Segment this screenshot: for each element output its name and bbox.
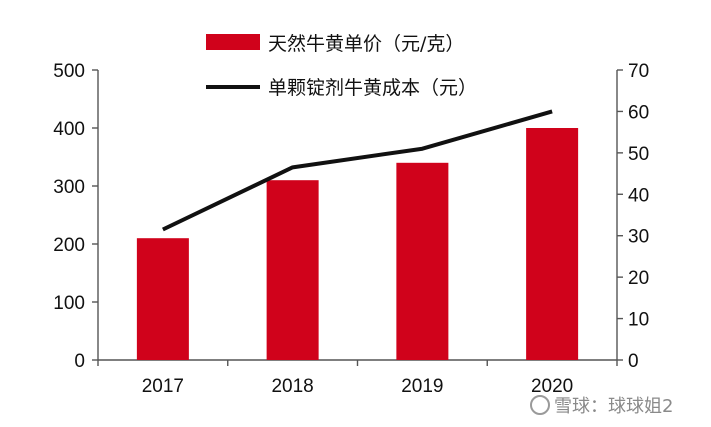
x-tick-label: 2017 [142,376,184,397]
right-tick-label: 30 [628,227,649,248]
right-tick-label: 50 [628,144,649,165]
bar-2018 [266,180,319,360]
legend-label-line-series: 单颗锭剂牛黄成本（元） [268,77,477,99]
right-tick-label: 10 [628,310,649,331]
tick-labels: 0 100 200 300 400 500 0 10 20 30 40 50 60 70 2017 2018 2… [53,61,649,397]
watermark-text: 雪球：球球姐2 [554,396,673,417]
x-tick-label: 2020 [531,376,573,397]
right-tick-label: 20 [628,268,649,289]
x-tick-label: 2018 [271,376,313,397]
watermark: 雪球：球球姐2 [530,395,673,417]
right-tick-label: 70 [628,61,649,82]
left-tick-label: 300 [53,177,85,198]
legend: 天然牛黄单价（元/克） 单颗锭剂牛黄成本（元） [206,33,477,99]
right-tick-label: 0 [628,351,639,372]
bar-2020 [526,128,579,360]
right-tick-label: 60 [628,102,649,123]
legend-label-bar-series: 天然牛黄单价（元/克） [268,33,464,55]
snowball-logo-icon [530,395,550,415]
bar-series [136,128,579,360]
bar-2019 [396,162,449,360]
line-series [162,109,553,232]
bar-2017 [136,238,189,360]
left-tick-label: 100 [53,293,85,314]
left-tick-label: 500 [53,61,85,82]
left-tick-label: 0 [74,351,85,372]
left-tick-label: 400 [53,119,85,140]
line-path [162,109,553,232]
right-tick-label: 40 [628,185,649,206]
x-tick-label: 2019 [401,376,443,397]
left-tick-label: 200 [53,235,85,256]
legend-bar-swatch [206,34,260,50]
